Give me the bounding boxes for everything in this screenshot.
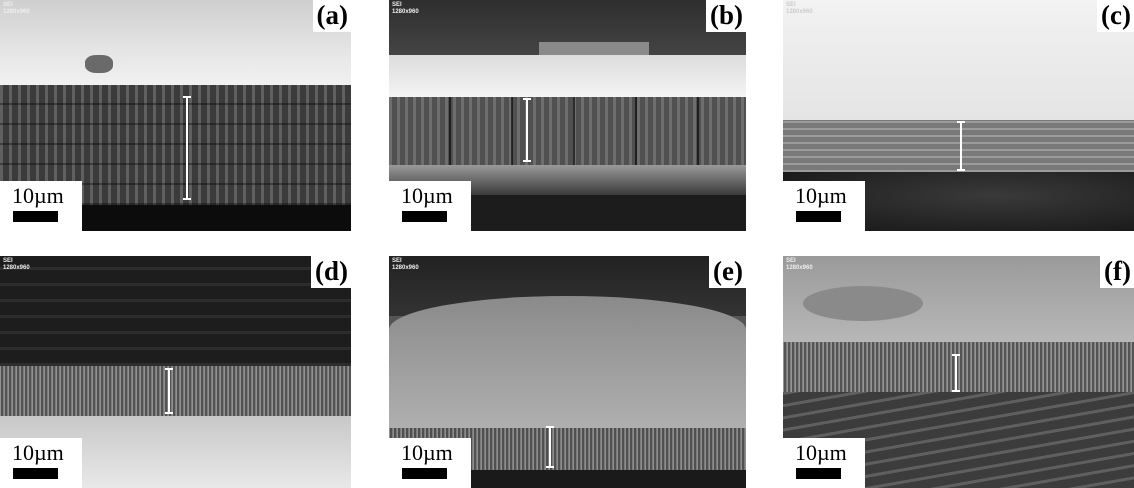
scale-bar: 10µm xyxy=(389,181,471,231)
scale-bar-text: 10µm xyxy=(401,183,453,208)
scale-bar-text: 10µm xyxy=(795,440,847,465)
sem-header: SEI 1280x960 xyxy=(392,2,419,15)
scale-bar: 10µm xyxy=(783,438,865,488)
panel-label: (c) xyxy=(1097,0,1134,32)
thickness-marker xyxy=(957,121,965,171)
sem-panel-a: SEI 1280x960 (a) 10µm xyxy=(0,0,351,231)
thickness-marker xyxy=(523,98,531,162)
sem-panel-c: SEI 1280x960 (c) 10µm xyxy=(783,0,1134,231)
panel-label: (d) xyxy=(311,256,351,288)
scale-bar-text: 10µm xyxy=(12,183,64,208)
sem-panel-b: SEI 1280x960 (b) 10µm xyxy=(389,0,746,231)
sem-header: SEI 1280x960 xyxy=(786,2,813,15)
scale-bar: 10µm xyxy=(389,438,471,488)
sem-header: SEI 1280x960 xyxy=(3,2,30,15)
panel-label: (e) xyxy=(709,256,746,288)
sem-header: SEI 1280x960 xyxy=(786,258,813,271)
sem-panel-f: SEI 1280x960 (f) 10µm xyxy=(783,256,1134,488)
scale-bar-line xyxy=(796,211,841,222)
scale-bar: 10µm xyxy=(0,438,82,488)
scale-bar: 10µm xyxy=(0,181,82,231)
panel-label: (a) xyxy=(312,0,351,32)
scale-bar-line xyxy=(796,468,841,479)
scale-bar: 10µm xyxy=(783,181,865,231)
scale-bar-line xyxy=(402,211,447,222)
scale-bar-line xyxy=(402,468,447,479)
sem-header: SEI 1280x960 xyxy=(3,258,30,271)
scale-bar-line xyxy=(13,468,58,479)
sem-panel-d: SEI 1280x960 (d) 10µm xyxy=(0,256,351,488)
thickness-marker xyxy=(546,426,554,468)
sem-panel-e: SEI 1280x960 (e) 10µm xyxy=(389,256,746,488)
scale-bar-text: 10µm xyxy=(401,440,453,465)
scale-bar-line xyxy=(13,211,58,222)
scale-bar-text: 10µm xyxy=(795,183,847,208)
sem-header: SEI 1280x960 xyxy=(392,258,419,271)
panel-label: (b) xyxy=(706,0,746,32)
scale-bar-text: 10µm xyxy=(12,440,64,465)
thickness-marker xyxy=(952,354,960,392)
thickness-marker xyxy=(183,96,191,200)
panel-label: (f) xyxy=(1100,256,1134,288)
thickness-marker xyxy=(165,368,173,414)
